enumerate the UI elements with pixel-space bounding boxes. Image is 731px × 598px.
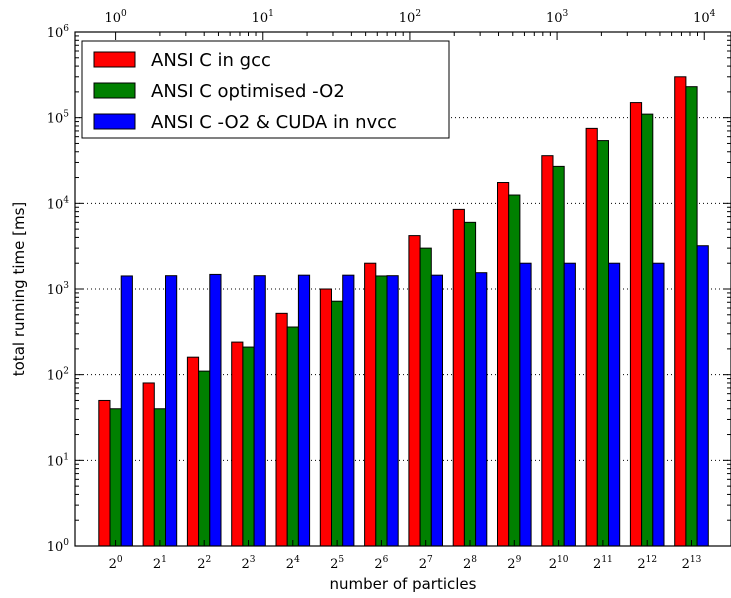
bar [674,76,687,547]
top-tick-label: 104 [693,9,716,26]
y-tick-label: 105 [47,110,70,127]
bar [165,275,178,547]
legend-swatch-gcc [93,51,136,68]
bar [286,326,299,547]
y-tick-label: 106 [47,24,70,41]
x-tick-label: 27 [419,555,433,572]
x-tick-label: 24 [286,555,300,572]
bar [198,370,211,547]
bar [120,275,133,547]
bar [430,274,443,547]
bar [386,275,399,547]
x-tick-label: 23 [241,555,255,572]
y-tick-label: 104 [47,195,70,212]
legend-label-o2: ANSI C optimised -O2 [151,81,345,102]
legend-swatch-o2 [93,82,136,99]
x-tick-label: 213 [682,555,702,572]
top-tick-label: 101 [252,9,274,26]
bar [231,341,244,547]
bars [98,76,709,547]
bar [541,155,554,547]
y-tick-label: 100 [47,538,70,555]
bar [685,86,698,547]
bar [153,408,167,547]
bar [142,382,155,547]
bar [475,272,488,547]
x-tick-label: 211 [593,555,613,572]
legend-frame [81,40,450,139]
bar [519,262,532,547]
bar [596,140,609,547]
x-tick-label: 21 [153,555,167,572]
bar [497,182,510,547]
top-tick-label: 103 [546,9,569,26]
bar [452,208,465,547]
bar [696,245,709,547]
bar [652,262,665,547]
bar [375,275,388,547]
bar [342,274,355,547]
x-tick-label: 210 [549,555,569,572]
top-tick-label: 100 [104,9,127,26]
bar [253,275,266,547]
y-tick-label: 101 [47,452,69,469]
bar [209,273,222,547]
bar [331,300,344,547]
legend-swatch-cuda [93,113,136,130]
bar [508,194,521,547]
bar [408,235,421,547]
bar [242,346,255,547]
x-axis-label: number of particles [330,575,477,593]
x-tick-label: 22 [197,555,211,572]
legend-label-gcc: ANSI C in gcc [151,50,271,71]
y-tick-label: 103 [47,281,70,298]
legend-label-cuda: ANSI C -O2 & CUDA in nvcc [151,112,397,133]
bar [585,127,598,547]
x-tick-label: 212 [637,555,657,572]
bar [419,247,432,547]
x-tick-label: 28 [463,555,477,572]
bar [109,408,122,547]
bar [98,399,111,547]
bar [364,262,377,547]
bar [641,113,654,547]
bar [319,288,332,547]
bar [563,262,576,547]
bar [275,312,288,547]
bar [186,356,200,547]
bar [552,165,565,547]
y-tick-label: 102 [47,367,69,384]
bar [608,262,621,547]
x-tick-label: 20 [109,555,123,572]
x-tick-label: 26 [374,555,388,572]
top-tick-label: 102 [399,9,421,26]
ticks: 100 101 102 103 104 105 106 20 21 22 23 24 25 26 27 28 2… [47,9,731,572]
bar [629,102,643,547]
x-tick-label: 29 [507,555,521,572]
legend: ANSI C in gcc ANSI C optimised -O2 ANSI … [81,40,450,139]
bar [463,221,477,547]
bar [297,274,311,547]
y-axis-label: total running time [ms] [10,202,28,377]
x-tick-label: 25 [330,555,344,572]
